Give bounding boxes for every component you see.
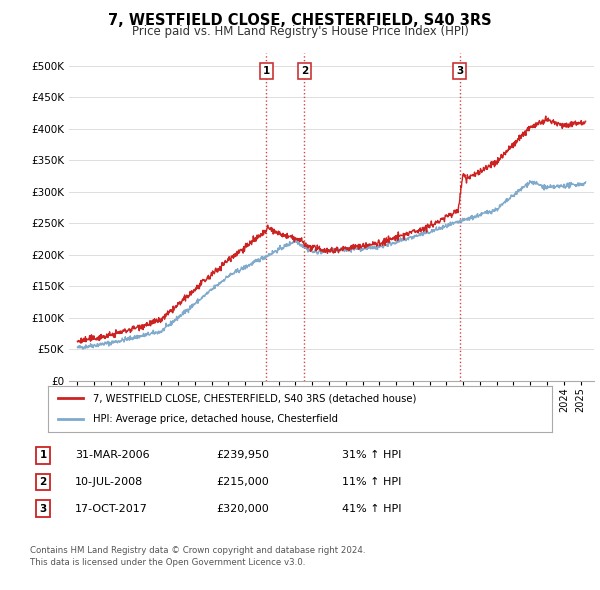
Text: £320,000: £320,000 <box>216 504 269 513</box>
Text: Contains HM Land Registry data © Crown copyright and database right 2024.
This d: Contains HM Land Registry data © Crown c… <box>30 546 365 567</box>
Text: 41% ↑ HPI: 41% ↑ HPI <box>342 504 401 513</box>
Text: £215,000: £215,000 <box>216 477 269 487</box>
Text: HPI: Average price, detached house, Chesterfield: HPI: Average price, detached house, Ches… <box>94 414 338 424</box>
Text: 2: 2 <box>40 477 47 487</box>
Text: £239,950: £239,950 <box>216 451 269 460</box>
Text: Price paid vs. HM Land Registry's House Price Index (HPI): Price paid vs. HM Land Registry's House … <box>131 25 469 38</box>
Text: 1: 1 <box>262 66 270 76</box>
Text: 3: 3 <box>40 504 47 513</box>
Text: 7, WESTFIELD CLOSE, CHESTERFIELD, S40 3RS (detached house): 7, WESTFIELD CLOSE, CHESTERFIELD, S40 3R… <box>94 394 417 404</box>
Text: 3: 3 <box>456 66 463 76</box>
Text: 2: 2 <box>301 66 308 76</box>
Text: 11% ↑ HPI: 11% ↑ HPI <box>342 477 401 487</box>
Text: 7, WESTFIELD CLOSE, CHESTERFIELD, S40 3RS: 7, WESTFIELD CLOSE, CHESTERFIELD, S40 3R… <box>108 13 492 28</box>
Text: 10-JUL-2008: 10-JUL-2008 <box>75 477 143 487</box>
Text: 31-MAR-2006: 31-MAR-2006 <box>75 451 149 460</box>
Text: 17-OCT-2017: 17-OCT-2017 <box>75 504 148 513</box>
Text: 31% ↑ HPI: 31% ↑ HPI <box>342 451 401 460</box>
Text: 1: 1 <box>40 451 47 460</box>
